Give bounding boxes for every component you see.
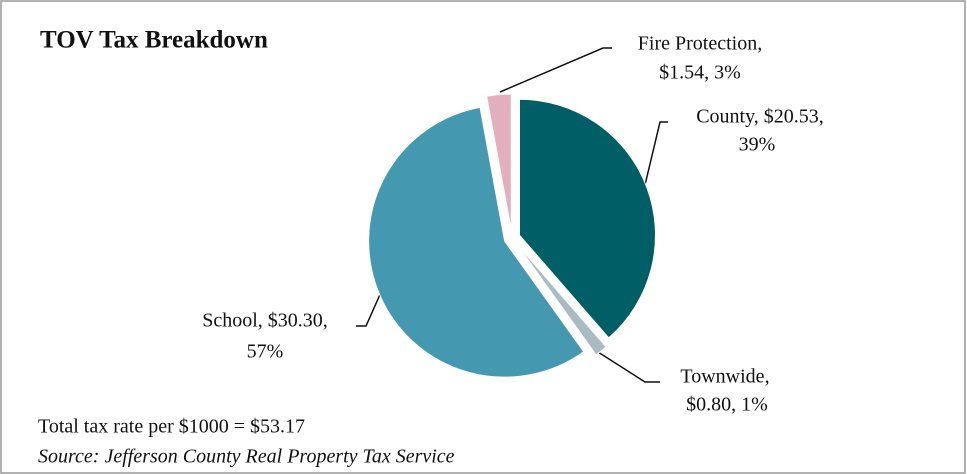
leader-line xyxy=(644,121,668,186)
pie-slice xyxy=(516,243,607,356)
slice-label: Fire Protection, xyxy=(638,33,762,55)
pie-slice xyxy=(486,93,512,231)
slice-label: $1.54, 3% xyxy=(659,62,741,84)
slice-label: School, $30.30, xyxy=(202,310,328,332)
source: Source: Jefferson County Real Property T… xyxy=(38,446,455,468)
leader-line xyxy=(597,351,660,383)
slice-label: 57% xyxy=(247,341,284,363)
note: Total tax rate per $1000 = $53.17 xyxy=(38,416,305,438)
leader-line xyxy=(356,289,383,327)
pie-slice xyxy=(518,98,656,339)
slice-label: 39% xyxy=(739,134,776,156)
leader-line xyxy=(499,47,612,93)
slice-label: Townwide, xyxy=(680,366,769,388)
slice-label: $0.80, 1% xyxy=(686,394,768,416)
chart-title: TOV Tax Breakdown xyxy=(40,27,268,54)
pie-slice xyxy=(368,106,585,378)
slice-label: County, $20.53, xyxy=(696,106,824,128)
